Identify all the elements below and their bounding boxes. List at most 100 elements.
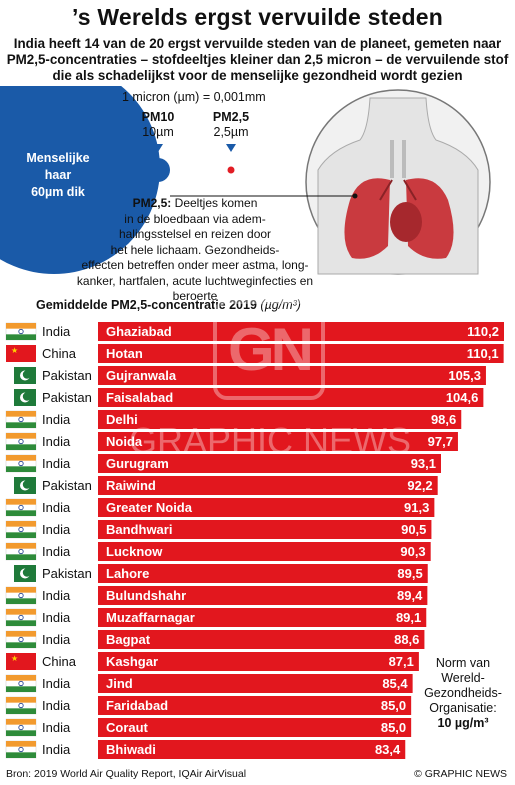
pm10-size: 10µm xyxy=(142,125,174,139)
value-label: 92,2 xyxy=(407,478,432,493)
country-label: Pakistan xyxy=(42,390,92,405)
chart-title: Gemiddelde PM2,5-concentratie 2019 (µg/m… xyxy=(36,298,301,312)
india-flag-stripe xyxy=(6,620,36,626)
city-label: Hotan xyxy=(106,346,143,361)
city-label: Noida xyxy=(106,434,143,449)
value-label: 85,0 xyxy=(381,720,406,735)
bar xyxy=(98,520,432,539)
india-flag-wheel xyxy=(18,680,24,687)
page-title: ’s Werelds ergst vervuilde steden xyxy=(72,4,443,30)
value-label: 105,3 xyxy=(448,368,481,383)
india-flag-stripe xyxy=(6,422,36,428)
value-label: 89,4 xyxy=(397,588,423,603)
india-flag-wheel xyxy=(18,548,24,555)
country-label: Pakistan xyxy=(42,566,92,581)
bar xyxy=(98,674,413,693)
pm25-particle xyxy=(227,166,235,174)
country-label: India xyxy=(42,632,71,647)
india-flag-wheel xyxy=(18,592,24,599)
china-flag-icon xyxy=(6,345,36,362)
country-label: India xyxy=(42,610,71,625)
value-label: 110,2 xyxy=(467,324,499,339)
india-flag-stripe xyxy=(6,543,36,549)
country-label: India xyxy=(42,544,71,559)
city-label: Jind xyxy=(106,676,133,691)
value-label: 89,5 xyxy=(397,566,422,581)
country-label: India xyxy=(42,522,71,537)
value-label: 88,6 xyxy=(394,632,419,647)
city-label: Faridabad xyxy=(106,698,168,713)
bar xyxy=(98,432,458,451)
bar xyxy=(98,344,504,363)
india-flag-stripe xyxy=(6,598,36,604)
city-label: Faisalabad xyxy=(106,390,173,405)
india-flag-stripe xyxy=(6,411,36,417)
bar xyxy=(98,498,435,517)
country-label: India xyxy=(42,698,71,713)
pakistan-flag-band xyxy=(6,565,14,582)
india-flag-stripe xyxy=(6,642,36,648)
bar xyxy=(98,564,428,583)
india-flag-stripe xyxy=(6,741,36,747)
india-flag-wheel xyxy=(18,416,24,423)
bar xyxy=(98,542,431,561)
pm25-arrow-icon xyxy=(226,144,236,152)
lungs-illustration xyxy=(305,89,491,275)
value-label: 104,6 xyxy=(446,390,479,405)
country-label: India xyxy=(42,412,71,427)
india-flag-stripe xyxy=(6,708,36,714)
india-flag-stripe xyxy=(6,554,36,560)
city-label: Bulundshahr xyxy=(106,588,186,603)
india-flag-stripe xyxy=(6,323,36,329)
value-label: 97,7 xyxy=(428,434,453,449)
country-label: India xyxy=(42,720,71,735)
country-label: Pakistan xyxy=(42,478,92,493)
india-flag-stripe xyxy=(6,675,36,681)
india-flag-stripe xyxy=(6,686,36,692)
india-flag-wheel xyxy=(18,746,24,753)
bar xyxy=(98,476,438,495)
india-flag-wheel xyxy=(18,438,24,445)
city-label: Bhiwadi xyxy=(106,742,156,757)
india-flag-wheel xyxy=(18,702,24,709)
bar xyxy=(98,366,486,385)
value-label: 110,1 xyxy=(467,346,499,361)
india-flag-stripe xyxy=(6,719,36,725)
country-label: India xyxy=(42,676,71,691)
india-flag-stripe xyxy=(6,499,36,505)
bar xyxy=(98,740,406,759)
india-flag-stripe xyxy=(6,730,36,736)
city-label: Gurugram xyxy=(106,456,169,471)
india-flag-stripe xyxy=(6,510,36,516)
city-label: Lucknow xyxy=(106,544,163,559)
city-label: Delhi xyxy=(106,412,138,427)
pm10-particle xyxy=(146,158,170,182)
pakistan-flag-band xyxy=(6,389,14,406)
india-flag-stripe xyxy=(6,521,36,527)
pm25-size: 2,5µm xyxy=(213,125,249,139)
india-flag-stripe xyxy=(6,433,36,439)
bar xyxy=(98,322,504,341)
bar xyxy=(98,652,419,671)
country-label: China xyxy=(42,346,77,361)
bar xyxy=(98,718,412,737)
value-label: 90,3 xyxy=(400,544,425,559)
bar xyxy=(98,608,427,627)
city-label: Raiwind xyxy=(106,478,156,493)
particle-illustration xyxy=(0,86,491,275)
india-flag-wheel xyxy=(18,614,24,621)
india-flag-stripe xyxy=(6,466,36,472)
pakistan-flag-crescent-cut xyxy=(22,370,32,379)
india-flag-stripe xyxy=(6,609,36,615)
city-label: Kashgar xyxy=(106,654,158,669)
city-label: Gujranwala xyxy=(106,368,177,383)
country-label: India xyxy=(42,456,71,471)
pm25-label: PM2,5 xyxy=(212,110,250,124)
india-flag-wheel xyxy=(18,724,24,731)
india-flag-wheel xyxy=(18,526,24,533)
india-flag-stripe xyxy=(6,697,36,703)
india-flag-wheel xyxy=(18,328,24,335)
value-label: 91,3 xyxy=(404,500,429,515)
value-label: 93,1 xyxy=(411,456,436,471)
